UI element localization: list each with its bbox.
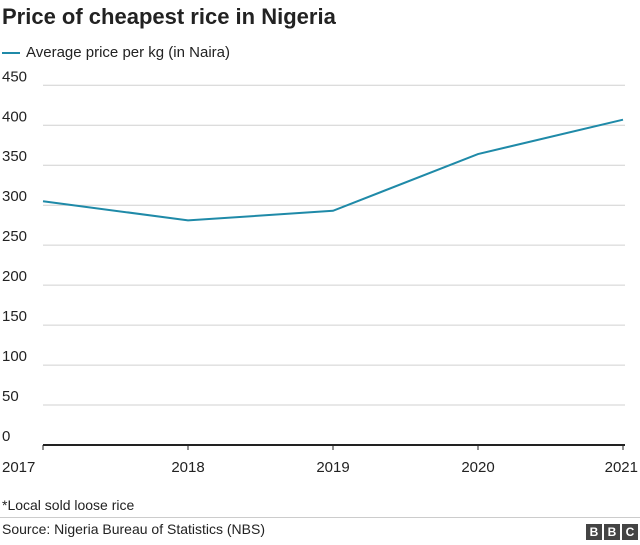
x-tick-label: 2019	[316, 459, 349, 476]
y-tick-label: 450	[2, 68, 27, 85]
logo-letter: C	[622, 524, 638, 540]
y-tick-label: 400	[2, 108, 27, 125]
y-tick-label: 150	[2, 308, 27, 325]
x-tick-label: 2020	[461, 459, 494, 476]
legend-swatch	[2, 51, 20, 54]
chart-title: Price of cheapest rice in Nigeria	[2, 4, 336, 29]
divider	[0, 517, 640, 518]
y-tick-label: 350	[2, 148, 27, 165]
logo-letter: B	[586, 524, 602, 540]
legend-label: Average price per kg (in Naira)	[26, 44, 230, 61]
bbc-logo: B B C	[586, 524, 638, 540]
y-tick-label: 200	[2, 268, 27, 285]
y-tick-label: 50	[2, 388, 19, 405]
x-tick-label: 2018	[171, 459, 204, 476]
y-tick-label: 250	[2, 228, 27, 245]
legend: Average price per kg (in Naira)	[2, 44, 230, 61]
y-tick-label: 0	[2, 428, 10, 445]
x-tick-label: 2021	[605, 459, 638, 476]
logo-letter: B	[604, 524, 620, 540]
y-tick-label: 100	[2, 348, 27, 365]
x-tick-label: 2017	[2, 459, 35, 476]
source: Source: Nigeria Bureau of Statistics (NB…	[2, 521, 265, 537]
y-tick-label: 300	[2, 188, 27, 205]
footnote: *Local sold loose rice	[2, 497, 135, 513]
